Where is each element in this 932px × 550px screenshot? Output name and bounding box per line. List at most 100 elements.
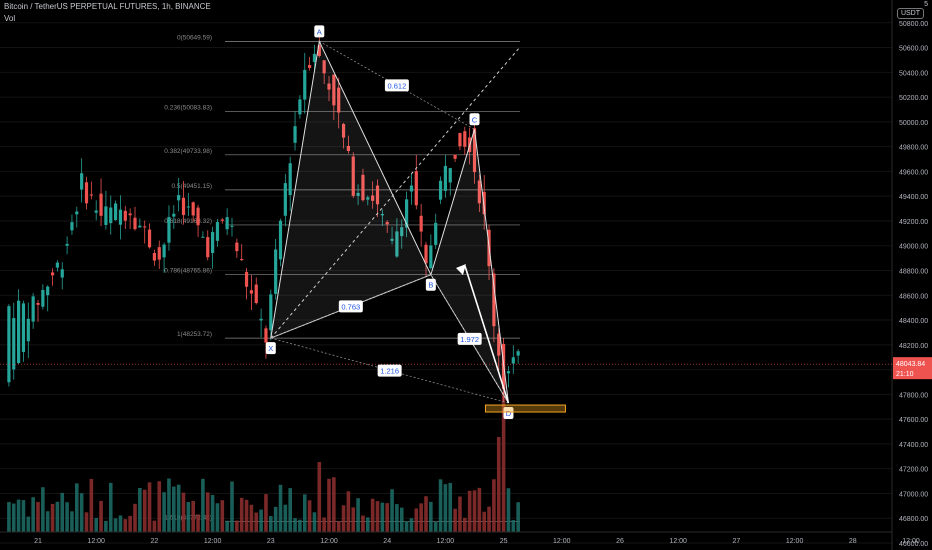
candle-body bbox=[438, 180, 443, 200]
projection-arrow bbox=[464, 265, 510, 404]
candle-body bbox=[405, 199, 409, 228]
candle-body bbox=[186, 206, 190, 208]
candle-body bbox=[429, 245, 433, 269]
candle-body bbox=[497, 333, 501, 356]
candle-body bbox=[346, 145, 350, 151]
candle-body bbox=[172, 213, 176, 217]
time-tick-label: 21 bbox=[34, 538, 42, 545]
volume-bar bbox=[235, 520, 239, 532]
volume-indicator-label[interactable]: Vol bbox=[4, 14, 16, 23]
price-tick-label: 50600.00 bbox=[899, 46, 928, 53]
price-tick-label: 49800.00 bbox=[899, 145, 928, 152]
grid bbox=[0, 22, 892, 544]
candle-body bbox=[419, 215, 423, 232]
candle-body bbox=[506, 371, 511, 374]
volume-bar bbox=[385, 503, 389, 532]
candle-body bbox=[133, 217, 137, 230]
time-tick-label: 12:00 bbox=[669, 538, 687, 545]
pattern-point-box bbox=[314, 25, 325, 38]
volume-bar bbox=[26, 516, 31, 532]
candle-body bbox=[162, 244, 166, 258]
currency-badge[interactable]: USDT bbox=[896, 8, 924, 19]
candle-body bbox=[244, 271, 249, 287]
candle-body bbox=[70, 222, 74, 231]
volume-bar bbox=[191, 500, 195, 532]
candle-body bbox=[337, 87, 341, 113]
volume-bar bbox=[55, 501, 60, 532]
candle-body bbox=[225, 217, 229, 230]
candle-body bbox=[308, 65, 312, 68]
volume-bar bbox=[433, 521, 438, 532]
candle-body bbox=[99, 193, 103, 216]
price-tick-label: 48800.00 bbox=[899, 269, 928, 276]
candle-body bbox=[235, 242, 239, 252]
top-price-label: 5 bbox=[924, 1, 928, 8]
volume-bar bbox=[7, 502, 11, 532]
volume-bar bbox=[511, 520, 516, 532]
volume-bar bbox=[458, 496, 462, 532]
candle-body bbox=[371, 195, 375, 201]
candle-body bbox=[118, 209, 123, 225]
candle-body bbox=[167, 217, 171, 243]
volume-bar bbox=[463, 517, 467, 532]
volume-bar bbox=[361, 515, 365, 532]
volume-bar bbox=[215, 503, 220, 532]
volume-bar bbox=[60, 492, 65, 532]
volume-bar bbox=[443, 484, 448, 532]
candle-body bbox=[147, 229, 152, 248]
price-tick-label: 49000.00 bbox=[899, 244, 928, 251]
fib-level-label: 0.5(49451.15) bbox=[172, 183, 212, 190]
candle-body bbox=[278, 220, 283, 260]
volume-bar bbox=[239, 497, 244, 532]
candle-body bbox=[138, 225, 142, 228]
time-tick-label: 22 bbox=[151, 538, 159, 545]
volume-bar bbox=[341, 505, 346, 532]
volume-bar bbox=[298, 519, 302, 532]
candle-body bbox=[55, 262, 59, 268]
price-tick-label: 46600.00 bbox=[899, 541, 928, 548]
ratio-label: 0.612 bbox=[388, 81, 407, 90]
price-tick-label: 48400.00 bbox=[899, 318, 928, 325]
volume-bar bbox=[366, 517, 370, 532]
volume-bar bbox=[302, 494, 307, 532]
arrow-head bbox=[456, 264, 466, 275]
volume-bar bbox=[113, 518, 118, 532]
volume-bar bbox=[322, 517, 326, 532]
fib-level-label: 1(48253.72) bbox=[177, 331, 212, 338]
volume-bar bbox=[429, 501, 433, 532]
ratio-label-box bbox=[338, 300, 363, 313]
candle-body bbox=[75, 211, 79, 215]
candle-body bbox=[215, 222, 220, 241]
last-price-label: 48043.84 bbox=[896, 361, 925, 368]
candle-body bbox=[443, 165, 447, 191]
price-tick-label: 47800.00 bbox=[899, 392, 928, 399]
volume-bar bbox=[307, 500, 312, 532]
volume-bar bbox=[273, 506, 278, 532]
candle-body bbox=[492, 273, 496, 327]
volume-bar bbox=[448, 482, 453, 532]
price-tick-label: 50400.00 bbox=[899, 70, 928, 77]
volume-bar bbox=[142, 489, 147, 532]
volume-bar bbox=[196, 514, 200, 532]
volume-bar bbox=[41, 487, 45, 532]
time-tick-label: 12:00 bbox=[320, 538, 338, 545]
candle-body bbox=[80, 173, 84, 190]
volume-bar bbox=[327, 478, 331, 532]
pattern-point-box bbox=[503, 407, 514, 420]
candle-body bbox=[206, 237, 210, 258]
time-tick-label: 12:00 bbox=[902, 538, 920, 545]
volume-bar bbox=[133, 503, 137, 532]
price-tick-label: 47400.00 bbox=[899, 442, 928, 449]
candle-body bbox=[283, 183, 287, 216]
ratio-label-box bbox=[457, 332, 482, 345]
candle-body bbox=[274, 249, 278, 294]
candle-body bbox=[322, 60, 326, 74]
volume-bar bbox=[104, 520, 108, 532]
volume-bar bbox=[414, 508, 419, 532]
candle-body bbox=[375, 185, 380, 205]
candle-body bbox=[453, 154, 457, 159]
candle-body bbox=[409, 185, 414, 192]
volume-bar bbox=[65, 502, 69, 532]
candle-body bbox=[332, 74, 336, 106]
